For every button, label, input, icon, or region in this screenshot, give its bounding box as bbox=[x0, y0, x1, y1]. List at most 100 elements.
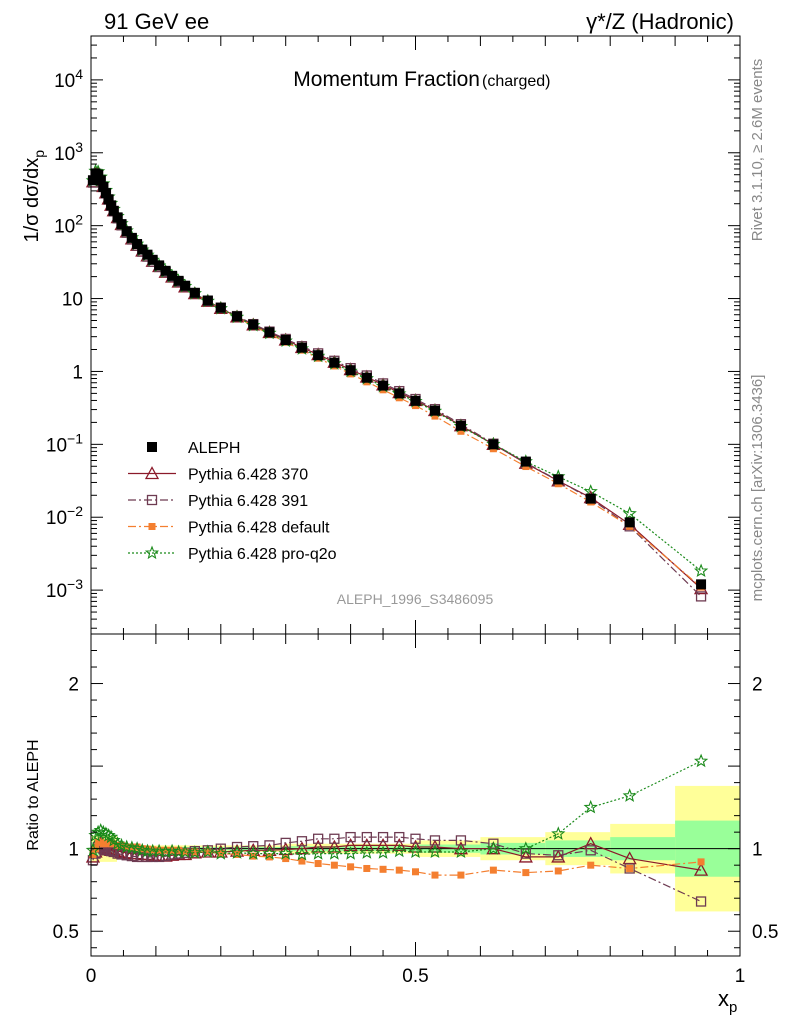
data-point bbox=[626, 864, 634, 872]
data-point bbox=[427, 844, 443, 859]
y-tick-label: 1 bbox=[68, 840, 79, 861]
data-point bbox=[180, 280, 191, 291]
data-point bbox=[148, 523, 156, 530]
data-point bbox=[410, 833, 421, 844]
data-point bbox=[131, 851, 143, 863]
data-point bbox=[213, 846, 228, 860]
data-point bbox=[137, 244, 148, 255]
data-point bbox=[296, 836, 308, 847]
data-point bbox=[551, 826, 566, 840]
x-tick-label: 0 bbox=[86, 966, 97, 987]
data-point bbox=[146, 494, 158, 506]
y-tick-label: 104 bbox=[54, 66, 83, 92]
data-point bbox=[103, 829, 119, 844]
data-point bbox=[147, 442, 157, 452]
y-tick-label: 10 bbox=[62, 290, 83, 311]
data-point bbox=[457, 871, 465, 879]
ratio-x-label: xp bbox=[718, 986, 737, 1016]
data-point bbox=[518, 841, 533, 855]
data-point bbox=[200, 844, 215, 858]
data-point bbox=[453, 844, 469, 859]
data-point bbox=[363, 864, 371, 872]
data-point bbox=[693, 862, 709, 876]
data-point bbox=[233, 850, 241, 858]
data-point bbox=[697, 858, 705, 866]
data-point bbox=[87, 175, 98, 186]
data-point bbox=[394, 831, 405, 843]
data-point bbox=[162, 846, 170, 854]
legend-label: Pythia 6.428 370 bbox=[188, 467, 308, 484]
data-point bbox=[310, 846, 326, 860]
data-point bbox=[694, 753, 709, 768]
series-line bbox=[92, 173, 702, 590]
y-tick-label: 0.5 bbox=[752, 922, 778, 943]
data-point bbox=[455, 420, 466, 431]
data-point bbox=[522, 869, 530, 877]
data-point bbox=[116, 849, 127, 860]
data-point bbox=[296, 342, 307, 353]
data-point bbox=[278, 842, 293, 856]
data-point bbox=[164, 843, 180, 858]
data-point bbox=[453, 841, 469, 855]
data-point bbox=[147, 254, 158, 265]
y-tick-label: 10−2 bbox=[46, 503, 83, 529]
data-point bbox=[412, 868, 419, 876]
data-point bbox=[112, 212, 123, 223]
data-point bbox=[695, 591, 707, 602]
data-point bbox=[187, 845, 202, 859]
data-point bbox=[312, 833, 324, 844]
data-point bbox=[583, 836, 598, 850]
data-point bbox=[144, 545, 160, 560]
mcplots-label: mcplots.cern.ch [arXiv:1306.3436] bbox=[749, 375, 766, 602]
x-tick-label: 0.5 bbox=[402, 966, 428, 987]
data-point bbox=[347, 863, 355, 871]
data-point bbox=[215, 302, 226, 313]
data-point bbox=[177, 844, 193, 858]
data-point bbox=[361, 831, 372, 843]
data-point bbox=[431, 871, 439, 879]
x-tick-label: 1 bbox=[735, 966, 746, 987]
data-point bbox=[327, 846, 342, 860]
data-point bbox=[359, 845, 374, 859]
y-tick-label: 1 bbox=[72, 362, 83, 383]
data-point bbox=[106, 200, 117, 211]
data-point bbox=[553, 474, 564, 485]
data-point bbox=[429, 405, 440, 416]
main-title-suffix: (charged) bbox=[482, 73, 550, 90]
data-point bbox=[160, 265, 171, 276]
main-x-ticks bbox=[90, 36, 741, 634]
data-point bbox=[693, 563, 709, 578]
y-tick-label: 103 bbox=[54, 139, 83, 165]
ratio-panel: 0.5 0.51 12 2 0 0.5 1 Ratio to ALEPH xp bbox=[25, 633, 778, 1016]
y-tick-label: 2 bbox=[752, 675, 763, 696]
data-point bbox=[695, 896, 707, 907]
data-point bbox=[551, 849, 566, 863]
data-point bbox=[116, 219, 127, 230]
main-panel: 10−3 10−2 10−1 1 10 102 103 104 Momentum Fracti… bbox=[21, 35, 741, 635]
data-point bbox=[375, 845, 391, 859]
data-point bbox=[343, 846, 358, 860]
data-point bbox=[229, 845, 245, 859]
y-tick-label: 0.5 bbox=[53, 922, 79, 943]
data-point bbox=[167, 270, 178, 281]
series-line bbox=[92, 172, 702, 588]
ratio-frame bbox=[90, 633, 741, 957]
data-point bbox=[126, 232, 137, 243]
data-point bbox=[144, 466, 160, 480]
data-point bbox=[98, 181, 109, 192]
data-point bbox=[488, 439, 499, 450]
data-point bbox=[155, 846, 163, 854]
y-tick-label: 2 bbox=[68, 675, 79, 696]
data-point bbox=[329, 833, 340, 844]
data-point bbox=[311, 839, 326, 853]
data-point bbox=[392, 838, 407, 852]
data-point bbox=[89, 850, 97, 858]
data-point bbox=[553, 850, 564, 861]
data-point bbox=[248, 841, 259, 852]
data-point bbox=[264, 840, 275, 851]
data-point bbox=[151, 843, 167, 858]
data-point bbox=[294, 846, 310, 861]
main-title: Momentum Fraction bbox=[293, 68, 480, 91]
data-point bbox=[158, 844, 173, 859]
